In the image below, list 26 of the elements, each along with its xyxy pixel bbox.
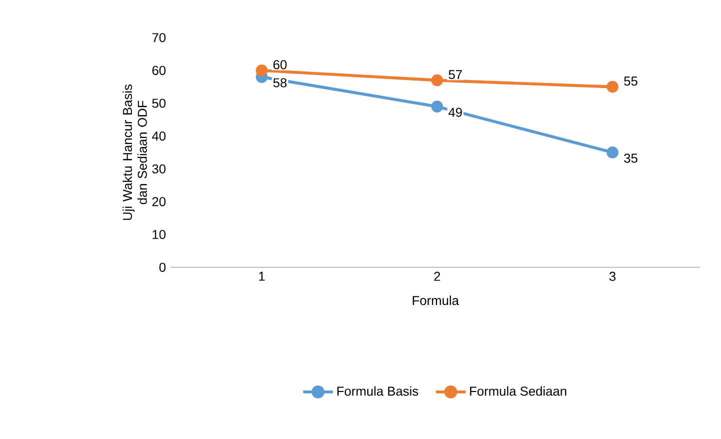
data-label: 60 [273, 60, 287, 70]
x-axis-title: Formula [412, 296, 459, 306]
y-tick-label: 60 [152, 66, 166, 76]
data-label: 58 [273, 78, 287, 88]
point [606, 81, 618, 93]
y-tick-label: 70 [152, 33, 166, 42]
y-tick-label: 30 [152, 164, 166, 174]
x-tick-label: 2 [434, 272, 440, 281]
data-label: 57 [448, 70, 462, 80]
data-label: 35 [624, 154, 638, 163]
y-tick-label: 50 [152, 98, 166, 108]
legend-label: Formula Basis [337, 386, 418, 396]
point [606, 146, 618, 159]
y-tick-label: 40 [152, 132, 166, 141]
legend-label: Formula Sediaan [470, 386, 566, 396]
y-tick-label: 0 [159, 262, 166, 272]
point [431, 74, 444, 86]
y-tick-label: 20 [152, 197, 166, 206]
y-tick-label: 10 [152, 230, 166, 240]
data-label: 49 [448, 108, 462, 118]
y-axis-title: Uji Waktu Hancur Basis dan Sediaan ODF [122, 84, 147, 220]
x-tick-label: 3 [609, 272, 616, 282]
x-tick-label: 1 [259, 272, 265, 281]
point [256, 64, 268, 77]
data-label: 55 [624, 76, 638, 86]
point [431, 100, 444, 113]
